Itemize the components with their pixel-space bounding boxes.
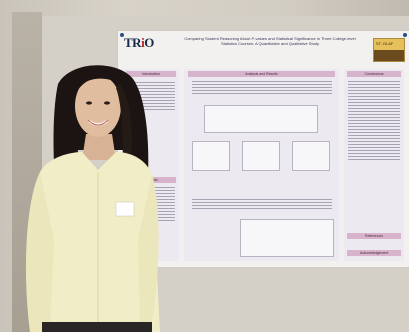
pushpin-icon <box>403 33 407 37</box>
results-table <box>204 105 318 133</box>
conclusions-text <box>348 81 400 162</box>
trousers <box>42 322 152 332</box>
hair-fringe <box>72 69 126 100</box>
poster-logo-suffix: O <box>144 35 154 50</box>
neck <box>82 134 116 160</box>
poster-right-column: Conclusions References Acknowledgement <box>344 69 404 261</box>
blouse <box>30 152 160 332</box>
poster-logo: TRiO <box>124 35 154 51</box>
hair-right <box>116 84 132 170</box>
section-acknowledgements: Acknowledgement <box>347 250 401 256</box>
poster-logo-dot: i <box>141 35 145 50</box>
analysis-text-2 <box>192 199 332 211</box>
analysis-text <box>192 81 332 96</box>
name-tag <box>115 201 135 217</box>
results-table-2 <box>240 219 334 257</box>
section-analysis: Analysis and Results <box>188 71 335 77</box>
section-introduction: Introduction <box>126 71 176 77</box>
results-chart-3 <box>292 141 330 171</box>
results-chart-1 <box>192 141 230 171</box>
results-chart-2 <box>242 141 280 171</box>
section-conclusions: Conclusions <box>347 71 401 77</box>
lips <box>87 119 109 126</box>
poster-logo-prefix: TR <box>124 35 142 50</box>
introduction-text <box>127 82 175 112</box>
pushpin-icon <box>120 33 124 37</box>
poster-badge-text: ST. OLAF <box>376 41 394 46</box>
right-sleeve <box>138 174 159 332</box>
face <box>75 75 121 137</box>
poster-title: Comparing Student Reasoning About P-valu… <box>184 36 356 46</box>
section-references: References <box>347 233 401 239</box>
left-sleeve <box>25 172 54 332</box>
right-eye <box>104 101 110 105</box>
left-eye <box>86 101 92 105</box>
poster-badge: ST. OLAF <box>373 38 405 62</box>
poster-middle-column: Analysis and Results <box>184 69 339 261</box>
